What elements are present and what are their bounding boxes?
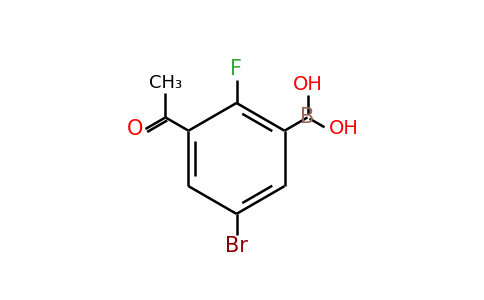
Text: Br: Br	[225, 236, 248, 256]
Text: B: B	[301, 107, 315, 128]
Text: CH₃: CH₃	[149, 74, 182, 92]
Text: F: F	[230, 59, 242, 79]
Text: OH: OH	[329, 119, 359, 139]
Text: OH: OH	[293, 75, 322, 94]
Text: O: O	[127, 119, 143, 139]
